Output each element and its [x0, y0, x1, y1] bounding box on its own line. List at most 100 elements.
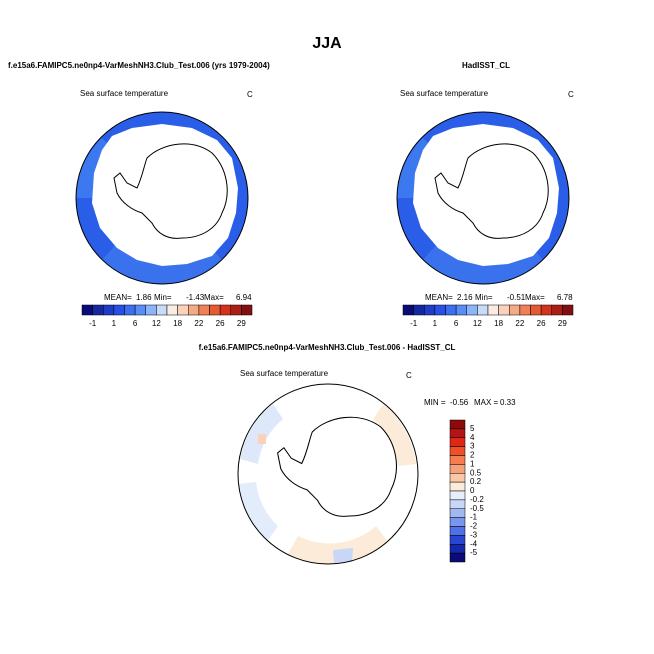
colorbar-box [209, 304, 221, 316]
panel-subtitle: Sea surface temperature [400, 89, 489, 98]
colorbar-box [449, 464, 466, 474]
colorbar-box [449, 535, 466, 545]
colorbar-box [449, 544, 466, 554]
colorbar-label: 0.2 [470, 477, 482, 486]
colorbar-label: 2 [470, 451, 475, 460]
colorbar-label: 6 [133, 319, 138, 328]
colorbar-label: -1 [89, 319, 97, 328]
colorbar-label: 18 [173, 319, 182, 328]
colorbar-box [498, 304, 510, 316]
colorbar-box [241, 304, 253, 316]
stat-value: -1.43 [186, 293, 205, 302]
stat-label: Max= [204, 293, 224, 302]
colorbar-label: 6 [454, 319, 459, 328]
colorbar-box [449, 526, 466, 536]
stat-value: 6.94 [236, 293, 252, 302]
colorbar-label: 22 [194, 319, 203, 328]
colorbar-box [230, 304, 242, 316]
colorbar-label: 12 [473, 319, 482, 328]
colorbar-box [113, 304, 125, 316]
panel-title: HadISST_CL [462, 61, 510, 70]
colorbar-box [402, 304, 414, 316]
colorbar-box [188, 304, 200, 316]
colorbar-box [424, 304, 436, 316]
stat-label: MEAN= [425, 293, 453, 302]
colorbar-label: 26 [216, 319, 225, 328]
colorbar-box [124, 304, 136, 316]
colorbar-label: -3 [470, 530, 478, 539]
panel-title: f.e15a6.FAMIPC5.ne0np4-VarMeshNH3.Club_T… [199, 343, 456, 352]
stat-label: Min= [154, 293, 172, 302]
colorbar-label: -0.2 [470, 495, 484, 504]
colorbar-label: 12 [152, 319, 161, 328]
colorbar-box [449, 508, 466, 518]
colorbar-box [455, 304, 467, 316]
colorbar-box [219, 304, 231, 316]
colorbar-box [519, 304, 531, 316]
colorbar-label: -0.5 [470, 504, 484, 513]
colorbar-box [145, 304, 157, 316]
colorbar-label: 18 [494, 319, 503, 328]
colorbar-label: 5 [470, 424, 475, 433]
colorbar-label: -2 [470, 522, 478, 531]
colorbar-box [445, 304, 457, 316]
units: C [247, 90, 253, 99]
colorbar-box [449, 419, 466, 430]
colorbar-box [413, 304, 425, 316]
stat-label: MIN = [424, 398, 446, 407]
colorbar-box [449, 499, 466, 509]
colorbar-label: 0.5 [470, 468, 482, 477]
colorbar-box [466, 304, 478, 316]
colorbar-box [177, 304, 189, 316]
figure-title: JJA [312, 35, 342, 52]
colorbar-box [81, 304, 93, 316]
colorbar-box [156, 304, 168, 316]
panel-title: f.e15a6.FAMIPC5.ne0np4-VarMeshNH3.Club_T… [8, 61, 270, 70]
colorbar-box [487, 304, 499, 316]
stat-value: 0.33 [500, 398, 516, 407]
colorbar-box [198, 304, 210, 316]
colorbar-label: -1 [470, 513, 478, 522]
colorbar-label: -5 [470, 548, 478, 557]
colorbar-box [530, 304, 542, 316]
colorbar-label: 1 [470, 459, 475, 468]
stat-value: 2.16 [457, 293, 473, 302]
map [237, 383, 419, 565]
colorbar-label: 29 [558, 319, 567, 328]
stat-value: -0.56 [450, 398, 469, 407]
colorbar-box [449, 437, 466, 447]
colorbar-label: 22 [515, 319, 524, 328]
colorbar-box [449, 473, 466, 483]
colorbar-box [434, 304, 446, 316]
stat-value: 6.78 [557, 293, 573, 302]
units: C [406, 371, 412, 380]
colorbar-label: 0 [470, 486, 475, 495]
colorbar-label: 29 [237, 319, 246, 328]
colorbar-box [449, 490, 466, 501]
colorbar-box [509, 304, 521, 316]
colorbar-box [92, 304, 104, 316]
panel-subtitle: Sea surface temperature [80, 89, 169, 98]
stat-label: MEAN= [104, 293, 132, 302]
colorbar-box [449, 552, 466, 563]
colorbar-label: 4 [470, 433, 475, 442]
colorbar-box [449, 428, 466, 438]
colorbar-box [551, 304, 563, 316]
units: C [568, 90, 574, 99]
stat-label: MAX = [474, 398, 499, 407]
colorbar-box [562, 304, 574, 316]
colorbar-label: -4 [470, 539, 478, 548]
stat-label: Min= [475, 293, 493, 302]
panel-subtitle: Sea surface temperature [240, 369, 329, 378]
stat-value: 1.86 [136, 293, 152, 302]
colorbar-box [449, 446, 466, 456]
colorbar-box [134, 304, 146, 316]
colorbar-box [540, 304, 552, 316]
colorbar-box [449, 517, 466, 527]
colorbar-box [449, 455, 466, 465]
colorbar-label: 1 [433, 319, 438, 328]
colorbar-label: 26 [537, 319, 546, 328]
colorbar-box [449, 481, 466, 492]
stat-label: Max= [525, 293, 545, 302]
